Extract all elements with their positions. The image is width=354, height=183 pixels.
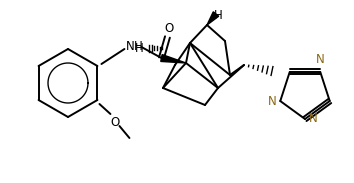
Text: N: N (309, 113, 318, 126)
Text: N: N (125, 40, 134, 53)
Polygon shape (207, 12, 219, 25)
Text: H: H (135, 42, 144, 55)
Text: N: N (316, 53, 325, 66)
Text: H: H (213, 9, 222, 22)
Text: H: H (133, 40, 142, 53)
Polygon shape (161, 55, 186, 63)
Text: O: O (111, 115, 120, 128)
Text: N: N (268, 95, 276, 108)
Text: O: O (165, 21, 174, 35)
